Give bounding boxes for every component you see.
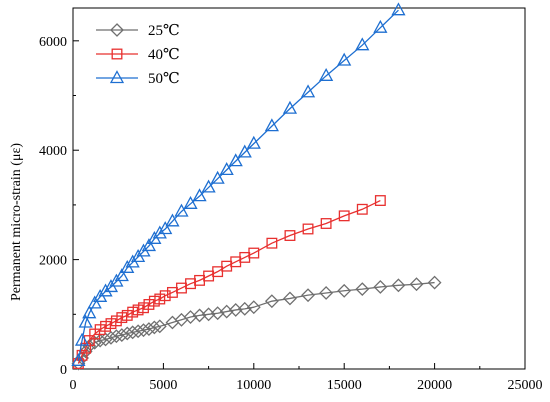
legend-label: 25℃ <box>148 23 180 39</box>
data-point <box>264 294 279 309</box>
x-tick-label: 25000 <box>508 378 543 393</box>
data-point <box>356 203 368 215</box>
data-point <box>174 203 189 217</box>
y-tick-label: 0 <box>60 363 67 378</box>
data-point <box>391 278 406 293</box>
data-point <box>109 329 124 344</box>
data-point <box>301 288 315 303</box>
data-point <box>114 328 129 343</box>
data-point <box>159 290 171 302</box>
data-point <box>219 162 234 176</box>
data-point <box>337 283 352 298</box>
legend-item: 40℃ <box>96 47 180 63</box>
series-line <box>77 9 399 361</box>
data-point <box>125 325 140 340</box>
data-point <box>98 283 113 297</box>
data-point <box>283 291 297 306</box>
data-point <box>78 344 93 359</box>
data-point <box>427 275 442 290</box>
data-point <box>78 314 93 328</box>
legend-label: 40℃ <box>148 47 180 63</box>
y-axis-label: Permanent micro-strain (με) <box>9 143 24 301</box>
data-point <box>98 332 113 347</box>
data-point <box>212 266 224 278</box>
data-point <box>152 225 167 239</box>
data-point <box>319 67 334 81</box>
data-point <box>319 286 334 300</box>
legend-label: 50℃ <box>148 71 180 87</box>
data-point <box>120 326 135 341</box>
data-point <box>246 135 261 149</box>
series-3 <box>71 2 406 366</box>
legend-item: 25℃ <box>96 23 180 39</box>
data-point <box>142 322 156 336</box>
x-tick-label: 15000 <box>327 378 362 393</box>
data-point <box>282 100 298 114</box>
data-point <box>74 332 90 346</box>
data-point <box>248 247 260 259</box>
x-tick-label: 5000 <box>149 378 177 393</box>
y-tick-label: 2000 <box>39 254 67 269</box>
data-point <box>302 223 314 235</box>
data-point <box>355 37 370 51</box>
data-point <box>338 210 350 222</box>
data-point <box>165 213 180 227</box>
data-point <box>71 352 86 366</box>
data-point <box>284 230 296 241</box>
data-point <box>373 280 388 294</box>
series-1 <box>71 275 442 371</box>
data-point <box>147 320 162 335</box>
data-point <box>391 2 406 16</box>
data-point <box>237 144 252 158</box>
data-point <box>246 300 261 315</box>
data-point <box>373 19 388 33</box>
legend-item: 50℃ <box>96 70 180 87</box>
series-line <box>77 281 435 364</box>
x-tick-label: 10000 <box>236 378 271 393</box>
data-point <box>82 305 97 319</box>
data-point <box>152 319 167 334</box>
y-tick-label: 6000 <box>39 35 67 50</box>
legend-marker <box>109 70 125 84</box>
data-point <box>131 324 146 339</box>
data-point <box>87 335 102 350</box>
data-point <box>141 238 157 252</box>
data-point <box>114 268 129 282</box>
legend-marker <box>111 48 123 60</box>
data-point <box>409 277 424 292</box>
data-point <box>136 323 151 338</box>
data-point <box>264 118 279 132</box>
legend-marker <box>110 23 124 37</box>
data-point <box>355 282 370 297</box>
data-point <box>192 188 207 202</box>
data-point <box>158 221 173 235</box>
data-point <box>337 52 352 66</box>
data-point <box>300 84 316 98</box>
x-tick-label: 0 <box>70 378 77 393</box>
y-tick-label: 4000 <box>39 144 67 159</box>
data-point <box>183 195 198 209</box>
data-point <box>104 330 118 345</box>
data-point <box>201 179 216 193</box>
data-point <box>320 218 332 229</box>
data-point <box>210 170 225 184</box>
x-tick-label: 20000 <box>417 378 452 393</box>
data-point <box>374 195 386 206</box>
data-point <box>266 237 278 249</box>
data-point <box>228 153 243 167</box>
data-point <box>87 295 102 309</box>
